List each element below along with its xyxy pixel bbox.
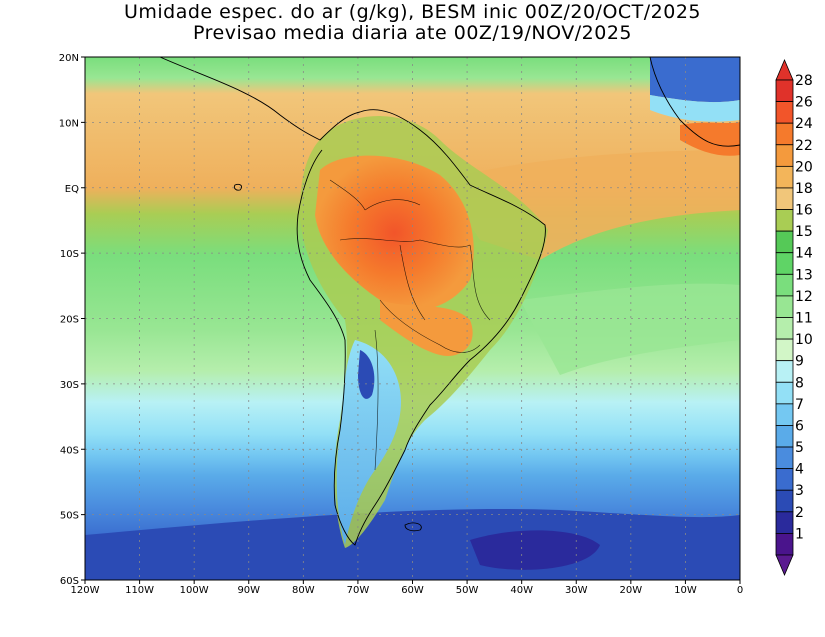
colorbar-bottom-arrow xyxy=(775,554,794,577)
colorbar: 28 26 24 22 20 18 16 15 14 13 12 11 10 9 8 7 6 5 4 3 2 1 xyxy=(775,58,813,577)
y-tick-label: 10N xyxy=(59,118,79,129)
colorbar-label: 14 xyxy=(795,246,813,262)
border-line xyxy=(379,299,481,353)
colorbar-label: 5 xyxy=(795,440,804,456)
colorbar-top-arrow xyxy=(775,58,794,81)
south-atlantic-green xyxy=(520,283,740,375)
y-tick-label: EQ xyxy=(65,184,79,195)
x-tick-label: 20W xyxy=(620,585,643,596)
colorbar-label: 15 xyxy=(795,224,813,240)
colorbar-swatch xyxy=(775,252,794,275)
border-line xyxy=(374,329,379,471)
colorbar-label: 28 xyxy=(795,73,813,89)
colorbar-label: 12 xyxy=(795,289,813,305)
x-tick-label: 0 xyxy=(737,585,743,596)
y-tick-label: 60S xyxy=(60,576,79,587)
colorbar-label: 24 xyxy=(795,116,813,132)
galapagos-outline xyxy=(233,183,243,191)
colorbar-swatch xyxy=(775,165,794,189)
x-tick-label: 90W xyxy=(237,585,260,596)
y-tick-label: 30S xyxy=(60,380,79,391)
sahara-dry-zone xyxy=(650,57,740,103)
colorbar-label: 18 xyxy=(795,181,813,197)
colorbar-swatch xyxy=(775,295,794,318)
colorbar-swatch xyxy=(775,187,794,210)
colorbar-swatch xyxy=(775,468,794,491)
x-tick-label: 100W xyxy=(180,585,209,596)
chaco-humid xyxy=(380,300,473,356)
x-tick-label: 120W xyxy=(71,585,100,596)
colorbar-swatch xyxy=(775,273,794,297)
x-tick-label: 110W xyxy=(125,585,154,596)
x-tick-label: 10W xyxy=(674,585,697,596)
x-tick-label: 70W xyxy=(347,585,370,596)
south-america-coast xyxy=(159,57,546,546)
axis-ticks: 120W 110W 100W 90W 80W 70W 60W 50W 40W 30W 20W 10W 0… xyxy=(59,53,743,596)
colorbar-swatch xyxy=(775,230,794,254)
colorbar-label: 7 xyxy=(795,397,804,413)
altiplano-dry xyxy=(358,350,375,399)
y-tick-label: 50S xyxy=(60,511,79,522)
andes-dry-zone xyxy=(336,340,401,545)
border-line xyxy=(339,238,471,248)
x-tick-label: 80W xyxy=(292,585,315,596)
map-title: Umidade espec. do ar (g/kg), BESM inic 0… xyxy=(0,2,825,44)
colorbar-label: 26 xyxy=(795,95,813,111)
colorbar-label: 8 xyxy=(795,375,804,391)
colorbar-label: 3 xyxy=(795,483,804,499)
colorbar-swatch xyxy=(775,317,794,340)
x-tick-label: 60W xyxy=(401,585,424,596)
colorbar-swatch xyxy=(775,381,794,405)
colorbar-label: 20 xyxy=(795,159,813,175)
border-line xyxy=(364,199,421,211)
colorbar-swatch xyxy=(775,79,794,102)
colorbar-swatch xyxy=(775,360,794,383)
colorbar-swatch xyxy=(775,209,794,232)
colorbar-swatch xyxy=(775,511,794,534)
colorbar-label: 22 xyxy=(795,138,813,154)
colorbar-label: 16 xyxy=(795,203,813,219)
grid-lines xyxy=(85,57,740,580)
y-tick-label: 10S xyxy=(60,249,79,260)
x-tick-label: 30W xyxy=(565,585,588,596)
colorbar-label: 1 xyxy=(795,526,804,542)
colorbar-swatch xyxy=(775,338,794,362)
title-line-2: Previsao media diaria ate 00Z/19/NOV/202… xyxy=(193,22,632,44)
gulf-guinea-humid xyxy=(680,122,740,156)
colorbar-label: 4 xyxy=(795,462,804,478)
y-tick-label: 20S xyxy=(60,315,79,326)
drake-low-humidity xyxy=(470,530,600,570)
colorbar-swatch xyxy=(775,144,794,167)
colorbar-label: 2 xyxy=(795,505,804,521)
amazon-high-humidity xyxy=(315,155,474,311)
colorbar-swatch xyxy=(775,446,794,470)
coastlines xyxy=(159,57,740,546)
title-line-1: Umidade espec. do ar (g/kg), BESM inic 0… xyxy=(123,1,702,23)
colorbar-label: 13 xyxy=(795,267,813,283)
sahel-transition xyxy=(650,95,740,122)
border-line xyxy=(469,244,491,321)
colorbar-label: 11 xyxy=(795,311,813,327)
colorbar-swatch xyxy=(775,425,794,448)
colorbar-label: 6 xyxy=(795,418,804,434)
x-tick-label: 40W xyxy=(510,585,533,596)
colorbar-swatch xyxy=(775,489,794,513)
colorbar-swatch xyxy=(775,101,794,124)
colorbar-label: 9 xyxy=(795,354,804,370)
colorbar-swatch xyxy=(775,403,794,426)
falklands-outline xyxy=(404,522,422,532)
y-tick-label: 40S xyxy=(60,445,79,456)
colorbar-swatch xyxy=(775,533,794,556)
africa-coast xyxy=(649,57,740,147)
x-tick-label: 50W xyxy=(456,585,479,596)
y-tick-label: 20N xyxy=(59,53,79,64)
colorbar-label: 10 xyxy=(795,332,813,348)
colorbar-swatch xyxy=(775,122,794,146)
border-line xyxy=(329,179,366,211)
